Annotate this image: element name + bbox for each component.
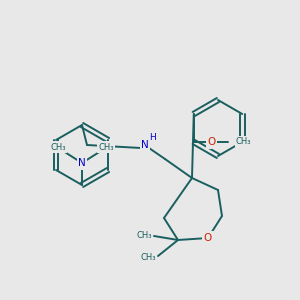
Text: O: O <box>208 137 216 147</box>
Text: CH₃: CH₃ <box>140 254 156 262</box>
Text: CH₃: CH₃ <box>136 232 152 241</box>
Text: CH₃: CH₃ <box>236 137 251 146</box>
Text: O: O <box>204 233 212 243</box>
Text: N: N <box>141 140 149 150</box>
Text: N: N <box>78 158 86 168</box>
Text: H: H <box>148 133 155 142</box>
Text: CH₃: CH₃ <box>50 142 66 152</box>
Text: CH₃: CH₃ <box>98 142 114 152</box>
